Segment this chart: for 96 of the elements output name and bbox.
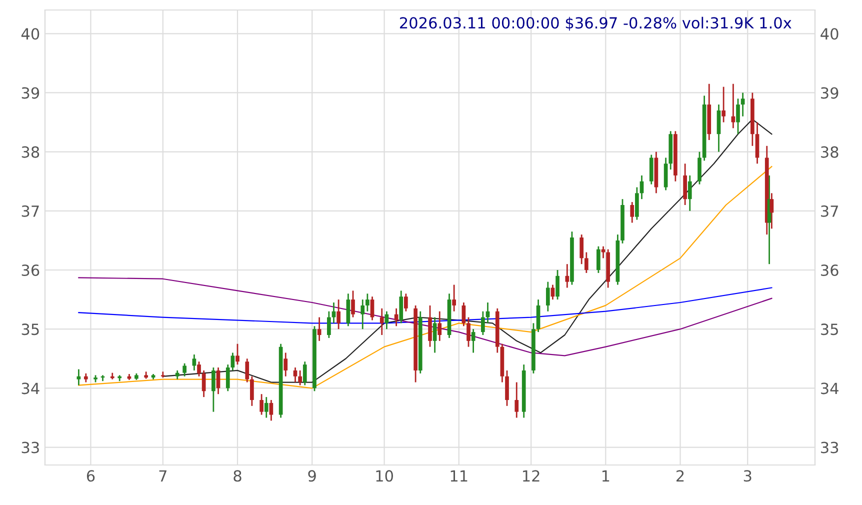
y-tick-label: 38 [22, 146, 40, 158]
candlestick [260, 393, 264, 416]
y2-tick-label: 36 [821, 264, 838, 276]
line-series [78, 287, 772, 324]
candlestick [404, 292, 408, 312]
candlestick [486, 302, 490, 324]
candlestick [471, 328, 476, 354]
candlestick [346, 292, 350, 327]
candlestick [452, 284, 456, 312]
candlestick [212, 366, 216, 413]
x-tick-label: 1 [602, 470, 610, 482]
candlestick [380, 308, 384, 336]
candlestick [428, 304, 432, 348]
candlestick [722, 86, 726, 123]
candlestick [284, 352, 288, 378]
y2-tick-label: 37 [821, 205, 838, 217]
x-tick-label: 12 [523, 470, 540, 482]
candlestick [698, 151, 702, 186]
candlestick [731, 83, 736, 129]
candlestick [317, 316, 322, 342]
x-tick-label: 3 [744, 470, 752, 482]
y2-tick-label: 35 [821, 324, 838, 336]
candlestick [716, 104, 721, 153]
candlestick [182, 362, 186, 378]
y2-tick-label: 34 [821, 382, 838, 394]
y-tick-label: 40 [21, 28, 40, 40]
y2-tick-label: 33 [821, 442, 838, 454]
candlestick [550, 284, 555, 300]
candlestick [360, 298, 365, 330]
candlestick [688, 174, 692, 212]
y-tick-label: 37 [22, 205, 39, 217]
candlestick [580, 234, 584, 265]
candlestick [601, 246, 606, 259]
candlestick [366, 292, 370, 312]
candlestick [584, 252, 588, 274]
x-tick-label: 10 [376, 470, 393, 482]
line-series [162, 118, 772, 383]
candlestick [556, 269, 560, 300]
candlestick [332, 302, 336, 324]
candlestick [630, 201, 634, 224]
y2-tick-label: 39 [821, 87, 838, 99]
line-series [78, 277, 772, 356]
x-tick-label: 2 [676, 470, 684, 482]
candlestick [269, 399, 274, 422]
candlestick [202, 370, 206, 398]
candlestick [664, 157, 668, 191]
candlestick [226, 364, 230, 392]
candlestick [466, 316, 470, 348]
candlestick [293, 366, 298, 383]
candlestick [481, 310, 485, 336]
y-tick-label: 39 [22, 87, 40, 99]
candlestick [399, 290, 404, 324]
candlestick [755, 122, 760, 164]
candlestick [264, 396, 268, 418]
candlestick [250, 376, 254, 407]
candlestick [770, 192, 774, 230]
x-tick-label: 6 [86, 470, 95, 482]
x-tick-label: 9 [308, 470, 316, 482]
candlestick [236, 343, 240, 366]
candlestick [462, 302, 466, 327]
candlestick [514, 382, 519, 418]
candlestick [197, 360, 201, 378]
candlestick [635, 186, 639, 220]
candlestick [327, 310, 331, 339]
x-tick-label: 8 [234, 470, 242, 482]
candlestick [216, 366, 220, 395]
candlestick [438, 310, 442, 342]
y-tick-label: 33 [22, 442, 39, 454]
y-tick-label: 35 [22, 324, 39, 336]
candlestick [565, 263, 570, 288]
candlestick [546, 281, 550, 312]
y2-tick-label: 40 [820, 28, 838, 40]
candlestick [740, 92, 745, 118]
candlestick [536, 298, 540, 333]
candlestick [596, 246, 600, 274]
candlestick [649, 154, 654, 186]
candlestick [245, 358, 250, 383]
y2-tick-label: 38 [821, 146, 838, 158]
x-tick-label: 7 [159, 470, 166, 482]
candlestick [230, 352, 235, 372]
candlestick [76, 368, 81, 386]
candlestick [370, 296, 374, 321]
candlestick [336, 298, 340, 330]
candlestick [736, 98, 740, 135]
candlestick [192, 354, 196, 372]
line-series [78, 166, 772, 389]
y-tick-label: 34 [22, 382, 40, 394]
candlestick [302, 360, 307, 386]
candlestick [432, 316, 437, 354]
candlestick [298, 370, 302, 386]
chart-title: 2026.03.11 00:00:00 $36.97 -0.28% vol:31.9K 1.0x [400, 16, 792, 31]
y-tick-label: 36 [22, 264, 40, 276]
x-tick-label: 11 [450, 470, 468, 482]
candlestick [683, 162, 687, 206]
candlestick [505, 370, 509, 407]
candlestick [351, 290, 355, 318]
